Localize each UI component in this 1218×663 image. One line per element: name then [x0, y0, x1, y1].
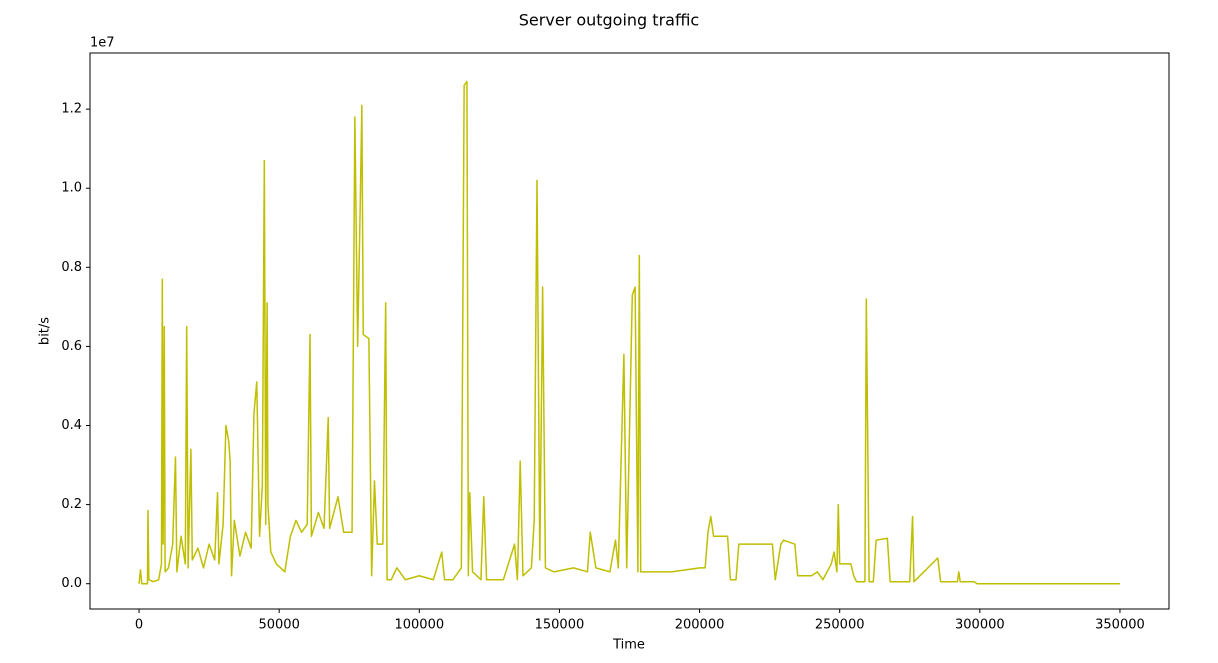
x-tick-label: 0: [135, 618, 143, 633]
x-tick-label: 50000: [258, 618, 299, 633]
x-tick-label: 200000: [675, 618, 725, 633]
y-tick-label: 1.0: [61, 181, 82, 196]
x-tick-label: 350000: [1095, 618, 1145, 633]
x-axis-label: Time: [612, 638, 645, 653]
x-tick-label: 250000: [815, 618, 865, 633]
plot-frame: [89, 52, 1170, 610]
x-tick-label: 100000: [394, 618, 444, 633]
data-line: [138, 80, 1120, 585]
y-tick-label: 1.2: [61, 102, 82, 117]
y-offset-label: 1e7: [90, 36, 115, 51]
y-axis-label: bit/s: [38, 317, 53, 345]
x-tick-label: 300000: [955, 618, 1005, 633]
chart-title: Server outgoing traffic: [519, 11, 699, 30]
y-tick-label: 0.6: [61, 339, 82, 354]
x-tick-label: 150000: [535, 618, 585, 633]
y-tick-label: 0.2: [61, 497, 82, 512]
y-tick-label: 0.4: [61, 418, 82, 433]
y-tick-label: 0.0: [61, 576, 82, 591]
y-tick-label: 0.8: [61, 260, 82, 275]
